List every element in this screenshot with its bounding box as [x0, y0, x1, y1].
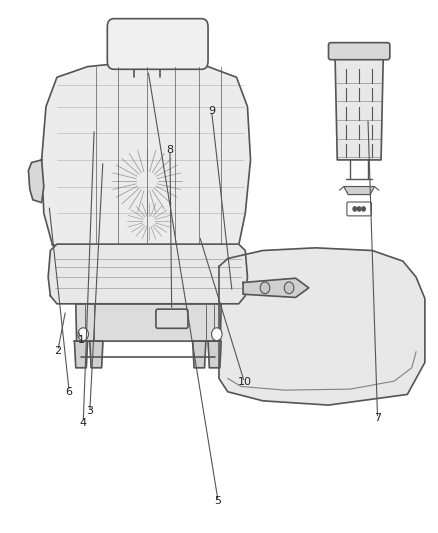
Text: 4: 4	[80, 418, 87, 427]
Text: 8: 8	[166, 146, 173, 155]
Polygon shape	[42, 64, 251, 245]
FancyBboxPatch shape	[328, 43, 390, 60]
Circle shape	[284, 282, 294, 294]
Polygon shape	[48, 244, 247, 304]
Polygon shape	[193, 341, 206, 368]
Circle shape	[353, 207, 357, 211]
Text: 9: 9	[208, 106, 215, 116]
Polygon shape	[208, 341, 221, 368]
Polygon shape	[243, 278, 309, 297]
Text: 5: 5	[215, 496, 222, 506]
Text: 6: 6	[66, 387, 73, 397]
Text: 7: 7	[374, 414, 381, 423]
Polygon shape	[344, 187, 374, 195]
Circle shape	[78, 328, 88, 341]
Circle shape	[357, 207, 361, 211]
Circle shape	[362, 207, 365, 211]
Text: 2: 2	[54, 346, 61, 356]
Polygon shape	[335, 56, 383, 160]
Polygon shape	[74, 341, 88, 368]
Polygon shape	[219, 248, 425, 405]
Circle shape	[212, 328, 222, 341]
FancyBboxPatch shape	[107, 19, 208, 69]
Polygon shape	[90, 341, 103, 368]
Text: 1: 1	[78, 335, 85, 344]
FancyBboxPatch shape	[156, 309, 188, 328]
Text: 10: 10	[237, 377, 251, 387]
Text: 3: 3	[86, 407, 93, 416]
Polygon shape	[76, 304, 221, 341]
FancyBboxPatch shape	[347, 202, 371, 216]
Polygon shape	[28, 160, 44, 203]
Circle shape	[260, 282, 270, 294]
